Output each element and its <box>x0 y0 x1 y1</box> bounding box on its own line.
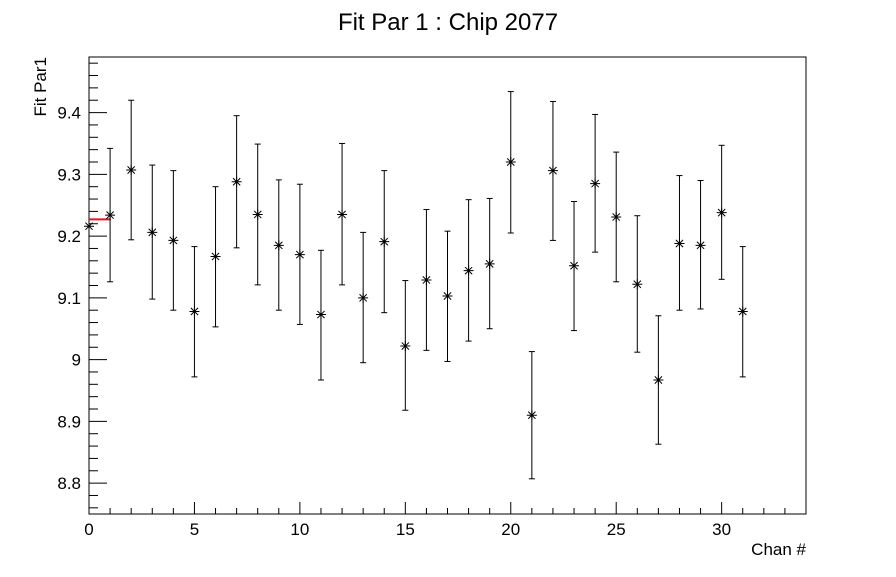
x-tick-label: 5 <box>190 520 199 539</box>
y-tick-label: 9.2 <box>57 227 81 246</box>
y-axis-label: Fit Par1 <box>31 57 50 117</box>
asterisk-marker <box>210 251 221 262</box>
data-point-30 <box>716 144 727 280</box>
asterisk-marker <box>569 260 580 271</box>
data-point-10 <box>294 183 305 325</box>
data-point-31 <box>737 246 748 378</box>
data-points <box>84 91 748 480</box>
data-point-26 <box>632 215 643 353</box>
asterisk-marker <box>126 165 137 176</box>
data-point-28 <box>674 175 685 311</box>
data-point-4 <box>168 170 179 311</box>
chart-title: Fit Par 1 : Chip 2077 <box>338 9 558 36</box>
asterisk-marker <box>611 211 622 222</box>
asterisk-marker <box>590 178 601 189</box>
asterisk-marker <box>653 374 664 385</box>
y-tick-label: 9 <box>72 351 81 370</box>
asterisk-marker <box>252 209 263 220</box>
data-point-8 <box>252 143 263 286</box>
asterisk-marker <box>105 210 116 221</box>
y-tick-label: 8.8 <box>57 474 81 493</box>
x-tick-label: 10 <box>290 520 309 539</box>
x-axis-label: Chan # <box>751 540 806 559</box>
data-point-20 <box>505 91 516 234</box>
data-point-0 <box>84 221 94 232</box>
data-point-2 <box>126 99 137 241</box>
data-point-9 <box>273 179 284 311</box>
asterisk-marker <box>337 209 348 220</box>
data-point-25 <box>611 151 622 283</box>
asterisk-marker <box>526 410 537 421</box>
y-axis: 8.8 8.9 9 9.1 9.2 9.3 9.4 <box>57 62 107 509</box>
data-point-12 <box>337 142 348 286</box>
asterisk-marker <box>168 235 179 246</box>
y-tick-label: 9.3 <box>57 165 81 184</box>
asterisk-marker <box>273 240 284 251</box>
data-point-24 <box>590 113 601 253</box>
data-point-5 <box>189 246 200 378</box>
asterisk-marker <box>189 306 200 317</box>
x-tick-label: 25 <box>607 520 626 539</box>
asterisk-marker <box>505 156 516 167</box>
data-point-7 <box>231 115 242 249</box>
asterisk-marker <box>147 227 158 238</box>
data-point-15 <box>400 280 411 411</box>
asterisk-marker <box>547 165 558 176</box>
asterisk-marker <box>400 341 411 352</box>
data-point-22 <box>547 100 558 241</box>
asterisk-marker <box>442 290 453 301</box>
asterisk-marker <box>315 309 326 320</box>
data-point-6 <box>210 186 221 328</box>
asterisk-marker <box>695 240 706 251</box>
asterisk-marker <box>674 238 685 249</box>
data-point-29 <box>695 180 706 310</box>
asterisk-marker <box>716 207 727 218</box>
data-point-16 <box>421 209 432 351</box>
y-tick-label: 8.9 <box>57 412 81 431</box>
asterisk-marker <box>463 265 474 276</box>
x-tick-label: 15 <box>396 520 415 539</box>
data-point-1 <box>105 147 116 283</box>
asterisk-marker <box>231 176 242 187</box>
asterisk-marker <box>84 221 94 232</box>
y-tick-label: 9.4 <box>57 104 81 123</box>
asterisk-marker <box>379 236 390 247</box>
asterisk-marker <box>421 274 432 285</box>
data-point-18 <box>463 199 474 342</box>
x-axis: 0 5 10 15 20 25 30 <box>84 502 807 539</box>
data-point-11 <box>315 249 326 381</box>
asterisk-marker <box>294 249 305 260</box>
asterisk-marker <box>484 258 495 269</box>
data-point-27 <box>653 315 664 445</box>
y-tick-label: 9.1 <box>57 289 81 308</box>
x-tick-label: 20 <box>501 520 520 539</box>
data-point-19 <box>484 197 495 330</box>
data-point-23 <box>569 201 580 332</box>
x-tick-label: 30 <box>712 520 731 539</box>
data-point-17 <box>442 230 453 362</box>
asterisk-marker <box>737 306 748 317</box>
data-point-14 <box>379 170 390 314</box>
data-point-21 <box>526 351 537 480</box>
data-point-13 <box>358 231 369 364</box>
asterisk-marker <box>358 292 369 303</box>
x-tick-label: 0 <box>84 520 93 539</box>
asterisk-marker <box>632 279 643 290</box>
data-point-3 <box>147 164 158 300</box>
